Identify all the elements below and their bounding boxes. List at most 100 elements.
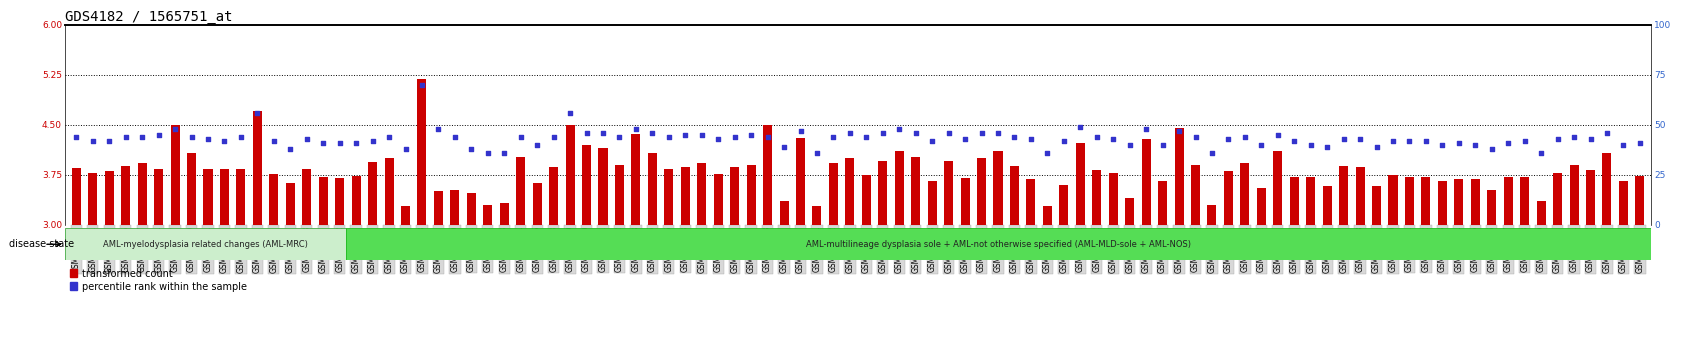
Bar xyxy=(928,182,936,225)
Point xyxy=(835,130,863,136)
Point xyxy=(128,134,155,139)
Bar xyxy=(334,178,344,225)
Bar xyxy=(72,168,80,225)
Point xyxy=(1115,142,1142,148)
Point xyxy=(672,132,699,138)
Bar xyxy=(1125,198,1134,225)
Bar xyxy=(846,158,854,225)
Point xyxy=(474,150,501,156)
Point xyxy=(1182,134,1209,139)
Bar xyxy=(1222,171,1233,225)
Point xyxy=(605,134,633,139)
Point xyxy=(63,134,90,139)
Point xyxy=(1016,136,1043,142)
Bar xyxy=(401,206,409,225)
Bar xyxy=(203,170,213,225)
Point xyxy=(1345,136,1373,142)
Point xyxy=(655,134,682,139)
Bar xyxy=(1552,173,1562,225)
Point xyxy=(917,138,945,144)
Point xyxy=(293,136,321,142)
Point xyxy=(1379,138,1407,144)
Point xyxy=(227,134,254,139)
Point xyxy=(1592,130,1620,136)
Bar xyxy=(1487,190,1495,225)
Point xyxy=(1477,146,1504,152)
Point xyxy=(375,134,402,139)
Bar xyxy=(1108,173,1117,225)
Bar xyxy=(384,158,394,225)
Bar xyxy=(237,169,246,225)
Point xyxy=(868,130,895,136)
Point xyxy=(1050,138,1078,144)
Point xyxy=(523,142,551,148)
Bar xyxy=(549,167,558,225)
Bar xyxy=(252,112,263,225)
Bar xyxy=(1141,139,1149,225)
Point xyxy=(1427,142,1454,148)
Bar xyxy=(1453,179,1463,225)
Point xyxy=(1001,134,1028,139)
Bar xyxy=(680,167,689,225)
Point xyxy=(491,150,518,156)
Legend: transformed count, percentile rank within the sample: transformed count, percentile rank withi… xyxy=(70,269,247,291)
Bar xyxy=(1026,179,1035,225)
Point xyxy=(506,134,534,139)
Point xyxy=(244,110,271,116)
Bar xyxy=(351,176,360,225)
Bar xyxy=(861,176,870,225)
Point xyxy=(1625,140,1652,145)
Bar xyxy=(1519,177,1528,225)
Point xyxy=(1066,124,1093,130)
Bar xyxy=(1601,153,1611,225)
Bar xyxy=(1635,176,1644,225)
Point xyxy=(1132,126,1159,132)
Bar xyxy=(302,169,310,225)
Point xyxy=(803,150,830,156)
Bar xyxy=(713,174,723,225)
Bar xyxy=(1257,188,1265,225)
Bar xyxy=(1388,175,1396,225)
Point xyxy=(737,132,764,138)
Bar xyxy=(614,165,624,225)
Point xyxy=(407,82,435,87)
Point xyxy=(588,130,616,136)
Bar xyxy=(1371,186,1381,225)
Point xyxy=(1362,144,1390,150)
Bar xyxy=(517,157,525,225)
Bar xyxy=(1289,177,1298,225)
Point xyxy=(194,136,222,142)
Point xyxy=(540,134,568,139)
Bar xyxy=(1338,166,1347,225)
Point xyxy=(392,146,419,152)
Text: GDS4182 / 1565751_at: GDS4182 / 1565751_at xyxy=(65,10,232,24)
Bar xyxy=(1190,165,1199,225)
Point xyxy=(984,130,1011,136)
Bar xyxy=(566,125,575,225)
Point xyxy=(358,138,385,144)
Bar xyxy=(1306,177,1315,225)
Point xyxy=(820,134,847,139)
Bar xyxy=(762,125,772,225)
Point xyxy=(1610,142,1637,148)
Bar xyxy=(483,205,493,225)
Bar xyxy=(943,161,953,225)
Bar xyxy=(1502,177,1512,225)
Point xyxy=(343,140,370,145)
Bar xyxy=(346,228,1650,260)
Bar xyxy=(467,193,476,225)
Bar xyxy=(977,158,985,225)
Point xyxy=(786,128,813,133)
Bar xyxy=(1470,179,1478,225)
Bar xyxy=(153,169,164,225)
Bar xyxy=(450,190,459,225)
Point xyxy=(113,134,140,139)
Bar xyxy=(992,152,1003,225)
Bar xyxy=(286,183,295,225)
Bar xyxy=(170,125,179,225)
Point xyxy=(1543,136,1570,142)
Point xyxy=(1560,134,1587,139)
Bar xyxy=(1042,206,1052,225)
Bar xyxy=(581,145,590,225)
Bar xyxy=(878,161,887,225)
